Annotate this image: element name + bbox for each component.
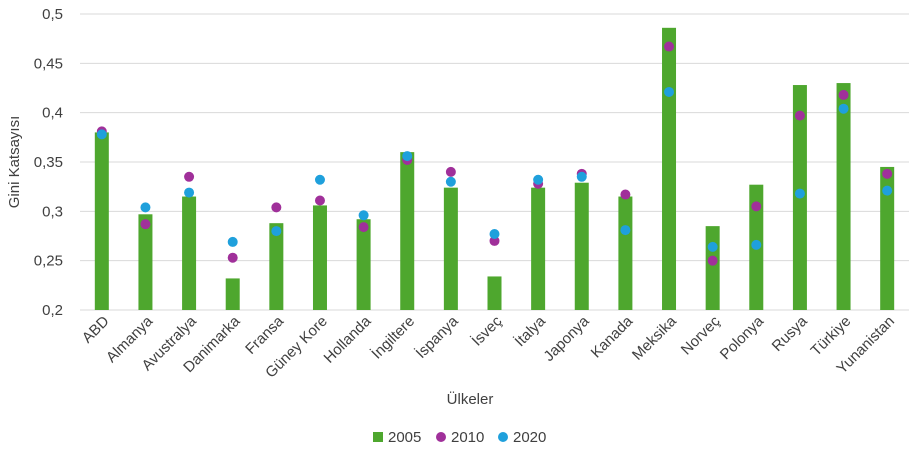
bar-2005 bbox=[705, 226, 720, 310]
markers bbox=[96, 41, 893, 266]
bar-2005 bbox=[400, 152, 415, 310]
y-axis-ticks: 0,2 0,25 0,3 0,35 0,4 0,45 0,5 bbox=[34, 6, 63, 319]
x-tick-label: Polonya bbox=[717, 312, 768, 363]
marker-2020 bbox=[96, 129, 107, 140]
marker-2020 bbox=[620, 225, 631, 236]
marker-2010 bbox=[794, 110, 805, 121]
marker-2020 bbox=[664, 86, 675, 97]
y-tick-label: 0,45 bbox=[34, 55, 63, 72]
marker-2010 bbox=[445, 166, 456, 177]
x-axis-title: Ülkeler bbox=[447, 390, 494, 408]
marker-2010 bbox=[664, 41, 675, 52]
marker-2020 bbox=[402, 151, 413, 162]
legend-swatch-2005 bbox=[373, 432, 383, 442]
bar-2005 bbox=[312, 205, 327, 310]
bar-2005 bbox=[880, 166, 895, 310]
marker-2010 bbox=[620, 189, 631, 200]
bar-2005 bbox=[356, 219, 371, 310]
y-tick-label: 0,35 bbox=[34, 154, 63, 171]
marker-2010 bbox=[882, 168, 893, 179]
marker-2020 bbox=[445, 176, 456, 187]
marker-2020 bbox=[271, 226, 282, 237]
legend-label-2020: 2020 bbox=[513, 429, 546, 446]
marker-2020 bbox=[576, 171, 587, 182]
marker-2020 bbox=[882, 185, 893, 196]
marker-2020 bbox=[707, 241, 718, 252]
legend-label-2005: 2005 bbox=[388, 429, 421, 446]
x-axis-ticks: ABDAlmanyaAvustralyaDanimarkaFransaGüney… bbox=[79, 312, 898, 382]
marker-2010 bbox=[271, 202, 282, 213]
marker-2020 bbox=[794, 188, 805, 199]
bar-2005 bbox=[269, 223, 284, 310]
marker-2020 bbox=[533, 174, 544, 185]
y-tick-label: 0,5 bbox=[42, 6, 63, 23]
bar-2005 bbox=[618, 196, 633, 310]
marker-2020 bbox=[140, 202, 151, 213]
marker-2020 bbox=[184, 187, 195, 198]
bars-2005 bbox=[94, 27, 895, 311]
x-tick-label: Hollanda bbox=[321, 312, 375, 366]
x-tick-label: İspanya bbox=[412, 312, 462, 362]
x-tick-label: İngiltere bbox=[368, 312, 418, 362]
bar-2005 bbox=[836, 83, 851, 310]
marker-2010 bbox=[184, 171, 195, 182]
x-tick-label: Japonya bbox=[540, 312, 593, 365]
marker-2020 bbox=[489, 229, 500, 240]
bar-2005 bbox=[531, 187, 546, 310]
marker-2020 bbox=[314, 174, 325, 185]
legend-swatch-2020 bbox=[498, 432, 508, 442]
bar-2005 bbox=[662, 27, 677, 311]
x-tick-label: Meksika bbox=[629, 312, 680, 363]
marker-2010 bbox=[838, 89, 849, 100]
marker-2020 bbox=[227, 236, 238, 247]
bar-2005 bbox=[574, 182, 589, 310]
marker-2010 bbox=[707, 255, 718, 266]
marker-2020 bbox=[751, 239, 762, 250]
y-tick-label: 0,2 bbox=[42, 302, 63, 319]
y-tick-label: 0,25 bbox=[34, 253, 63, 270]
marker-2020 bbox=[838, 103, 849, 114]
legend: 2005 2010 2020 bbox=[373, 429, 546, 446]
marker-2020 bbox=[358, 210, 369, 221]
legend-swatch-2010 bbox=[436, 432, 446, 442]
bar-2005 bbox=[225, 278, 240, 310]
x-tick-label: ABD bbox=[79, 313, 113, 347]
bar-2005 bbox=[487, 276, 502, 310]
marker-2010 bbox=[358, 222, 369, 233]
y-axis-title: Gini Katsayısı bbox=[6, 116, 23, 209]
x-tick-label: İsveç bbox=[468, 312, 506, 350]
bar-2005 bbox=[443, 187, 458, 310]
marker-2010 bbox=[227, 252, 238, 263]
x-tick-label: Rusya bbox=[769, 312, 812, 355]
marker-2010 bbox=[140, 219, 151, 230]
marker-2010 bbox=[314, 195, 325, 206]
legend-label-2010: 2010 bbox=[451, 429, 484, 446]
marker-2010 bbox=[751, 201, 762, 212]
gridlines bbox=[80, 13, 909, 311]
x-tick-label: Kanada bbox=[588, 312, 637, 361]
x-tick-label: İtalya bbox=[511, 312, 550, 351]
marker-2010 bbox=[489, 235, 500, 246]
y-tick-label: 0,3 bbox=[42, 203, 63, 220]
bar-2005 bbox=[138, 214, 153, 310]
bar-2005 bbox=[94, 132, 109, 310]
y-tick-label: 0,4 bbox=[42, 105, 63, 122]
bar-2005 bbox=[182, 196, 197, 310]
